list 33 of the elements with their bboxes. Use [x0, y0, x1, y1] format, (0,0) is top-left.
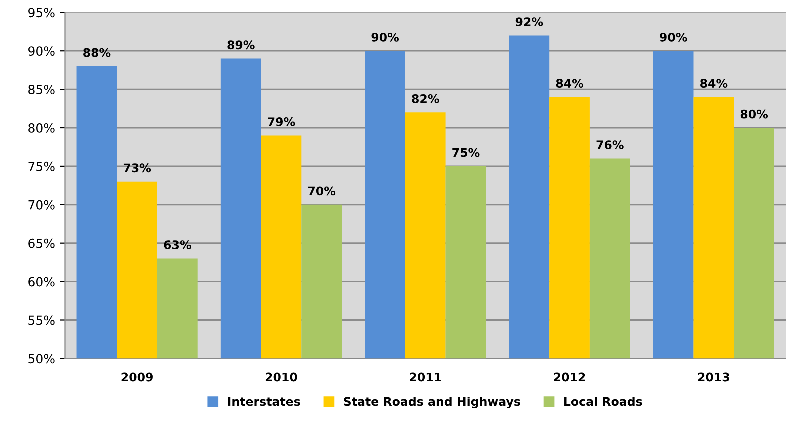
data-label: 90%	[372, 32, 400, 42]
data-label: 63%	[164, 240, 192, 250]
data-label: 92%	[516, 18, 544, 26]
y-tick-label: 75%	[28, 162, 55, 172]
data-label: 90%	[660, 32, 688, 42]
data-label: 89%	[228, 40, 255, 50]
data-label: 84%	[700, 79, 728, 88]
data-label: 82%	[412, 94, 440, 104]
data-label: 75%	[452, 148, 480, 158]
x-tick-label: 2012	[554, 372, 586, 382]
data-label: 70%	[308, 186, 336, 196]
y-tick-label: 70%	[28, 200, 55, 210]
y-tick-label: 95%	[28, 8, 55, 18]
x-tick-label: 2009	[122, 372, 153, 382]
y-tick-label: 50%	[28, 354, 55, 364]
y-tick-label: 80%	[28, 123, 55, 133]
x-tick-label: 2010	[266, 372, 298, 382]
x-tick-label: 2011	[410, 372, 442, 382]
legend-label: Interstates	[228, 397, 300, 406]
data-label: 79%	[268, 118, 296, 126]
data-label: 88%	[84, 48, 111, 58]
data-label: 73%	[124, 164, 152, 173]
data-label: 84%	[556, 79, 584, 88]
legend-label: State Roads and Highways	[344, 397, 520, 409]
y-tick-label: 65%	[28, 238, 55, 248]
data-label: 80%	[740, 110, 768, 119]
y-tick-label: 85%	[28, 85, 55, 94]
y-tick-label: 90%	[28, 46, 55, 56]
y-tick-label: 55%	[28, 316, 55, 326]
data-label: 76%	[596, 140, 624, 150]
legend-label: Local Roads	[564, 397, 642, 406]
y-tick-label: 60%	[28, 277, 55, 287]
x-tick-label: 2013	[698, 372, 730, 382]
